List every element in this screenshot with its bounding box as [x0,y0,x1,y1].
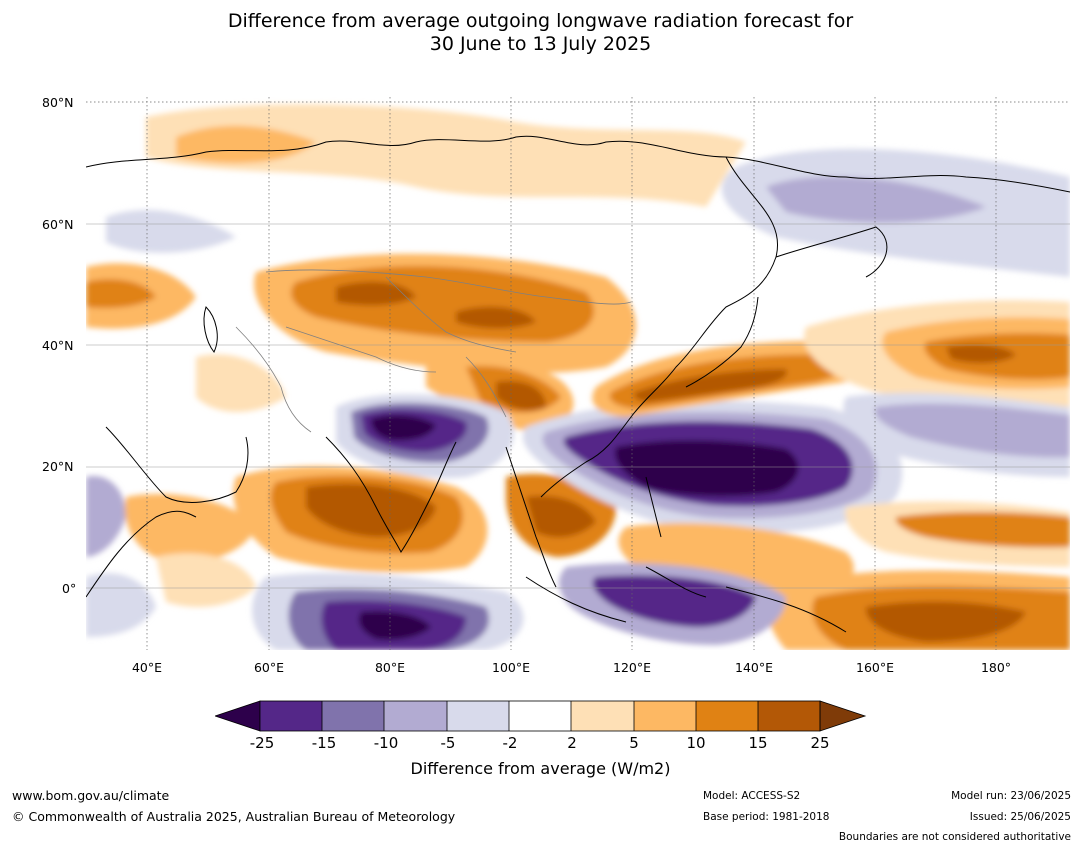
lon-label-180: 180° [980,660,1012,675]
colorbar-label: Difference from average (W/m2) [410,759,671,778]
colorbar-tick: 25 [810,734,830,752]
colorbar-bin [634,701,696,731]
footer-base-period: Base period: 1981-2018 [703,811,830,823]
colorbar-bin [322,701,384,731]
coastlines [86,135,1070,633]
footer-url[interactable]: www.bom.gov.au/climate [12,788,170,803]
anomaly-fields [86,104,1070,650]
title-line-2: 30 June to 13 July 2025 [429,33,652,55]
lon-label-80e: 80°E [374,660,406,675]
country-boundaries [235,269,632,433]
lon-label-100e: 100°E [491,660,531,675]
lon-label-160e: 160°E [855,660,895,675]
footer-copyright: © Commonwealth of Australia 2025, Austra… [12,809,456,824]
colorbar-lower-extend [215,700,261,732]
colorbar [215,700,867,732]
colorbar-tick: 10 [686,734,706,752]
colorbar-tick: 15 [748,734,768,752]
title-line-1: Difference from average outgoing longwav… [227,10,854,32]
colorbar-bin [447,701,509,731]
colorbar-tick: -2 [502,734,518,752]
colorbar-bin [758,701,820,731]
colorbar-bin [384,701,447,731]
footer-issued: Issued: 25/06/2025 [969,811,1071,823]
footer-model-run: Model run: 23/06/2025 [951,790,1071,802]
colorbar-tick: -10 [373,734,399,752]
colorbar-bin [696,701,758,731]
lat-label-60n: 60°N [42,217,74,232]
colorbar-tick: -5 [440,734,456,752]
olr-anomaly-map [86,97,1070,650]
lon-label-60e: 60°E [253,660,285,675]
colorbar-bin [571,701,634,731]
footer-model: Model: ACCESS-S2 [703,790,801,802]
lat-label-80n: 80°N [42,95,74,110]
lon-label-40e: 40°E [131,660,163,675]
lat-label-40n: 40°N [42,338,74,353]
lon-label-140e: 140°E [734,660,774,675]
lat-label-20n: 20°N [42,459,74,474]
colorbar-tick: 2 [567,734,577,752]
graticule [86,97,1070,650]
colorbar-bin [260,701,322,731]
lon-label-120e: 120°E [612,660,652,675]
colorbar-tick: -25 [249,734,275,752]
colorbar-tick: 5 [629,734,639,752]
map-svg [86,97,1070,650]
footer-disclaimer: Boundaries are not considered authoritat… [838,831,1071,843]
colorbar-upper-extend [819,700,867,732]
lat-label-0: 0° [62,581,77,596]
chart-title: Difference from average outgoing longwav… [0,10,1081,56]
colorbar-tick: -15 [311,734,337,752]
colorbar-bin [509,701,571,731]
